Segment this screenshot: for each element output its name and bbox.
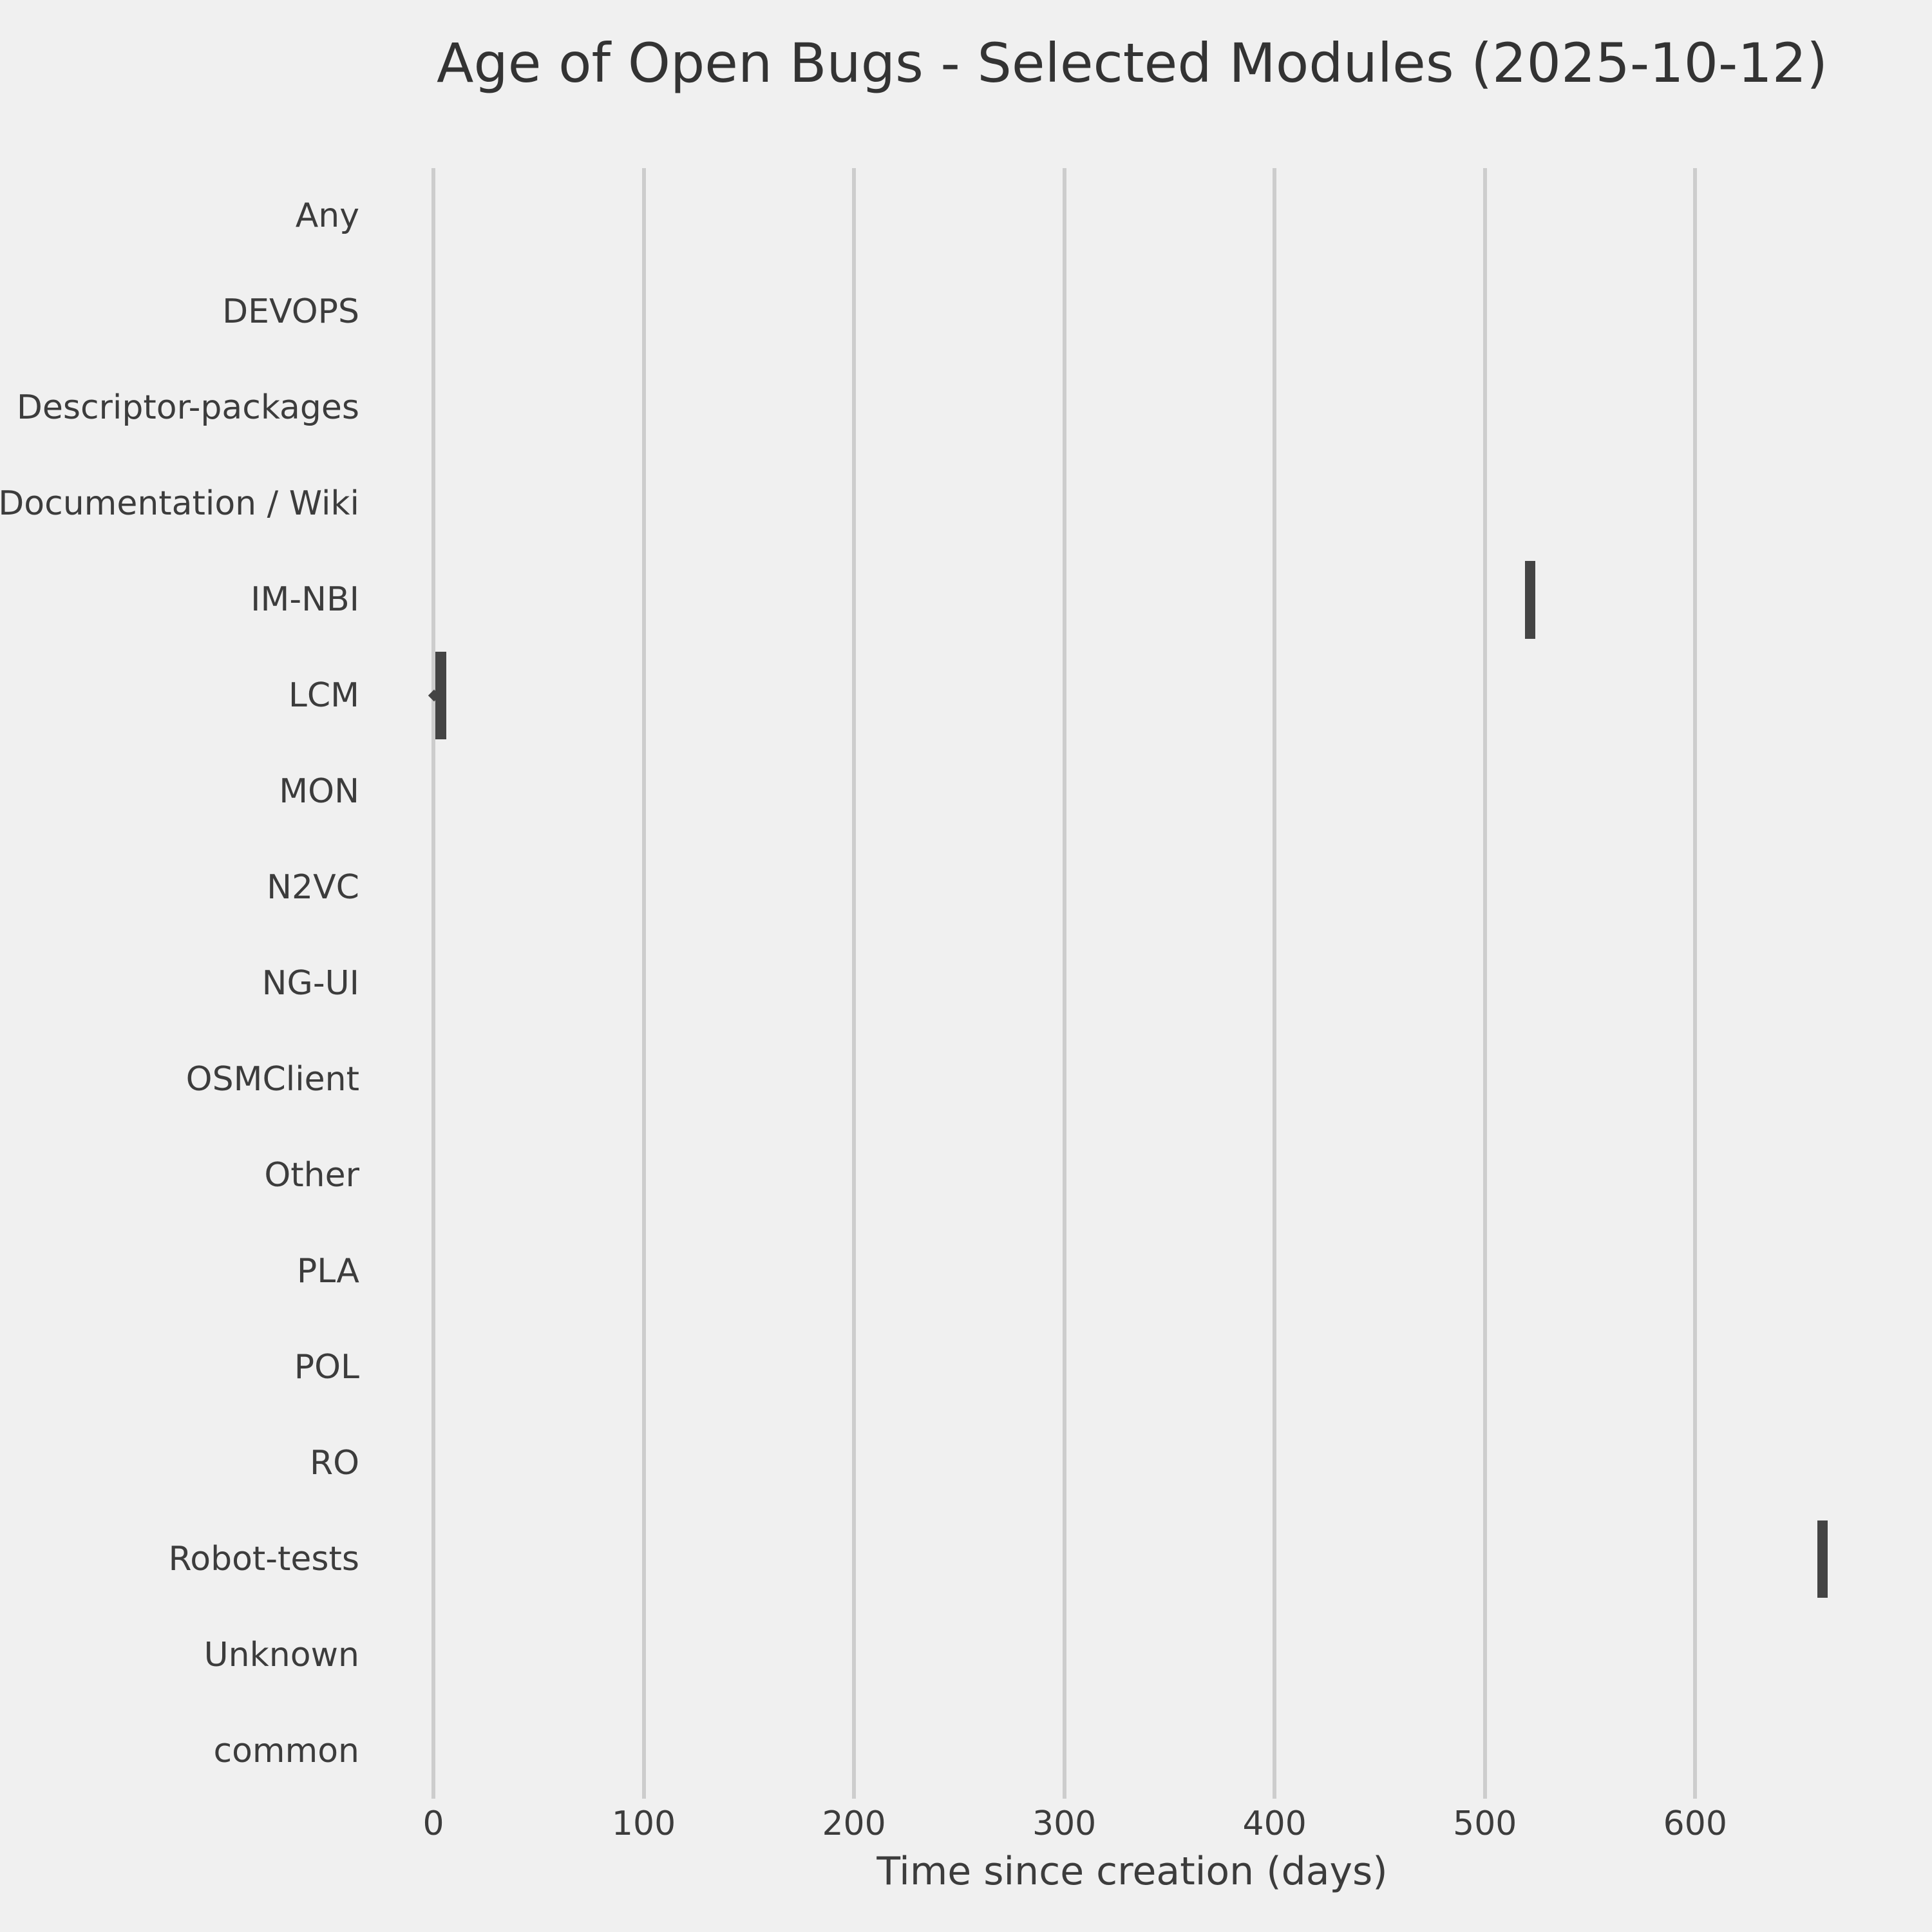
y-category-label: Descriptor-packages (16, 388, 359, 428)
x-tick-label-100: 100 (611, 1804, 676, 1843)
box-mark (1524, 560, 1536, 639)
y-category-label: DEVOPS (222, 292, 359, 332)
x-tick-label-0: 0 (422, 1804, 444, 1843)
gridline-x-300 (1062, 168, 1066, 1799)
y-category-label: Documentation / Wiki (0, 484, 359, 524)
x-axis-label: Time since creation (days) (876, 1849, 1388, 1894)
y-category-label: NG-UI (261, 964, 359, 1003)
x-tick-label-400: 400 (1242, 1804, 1307, 1843)
x-tick-label-200: 200 (822, 1804, 886, 1843)
gridline-x-600 (1693, 168, 1698, 1799)
chart-title: Age of Open Bugs - Selected Modules (202… (436, 32, 1828, 95)
y-category-label: RO (309, 1443, 359, 1482)
x-tick-label-300: 300 (1032, 1804, 1097, 1843)
gridline-x-200 (852, 168, 857, 1799)
box-mark (1817, 1520, 1828, 1598)
box-mark (435, 652, 446, 740)
y-category-label: LCM (288, 676, 359, 715)
x-tick-label-600: 600 (1663, 1804, 1727, 1843)
gridline-x-100 (641, 168, 646, 1799)
y-category-label: MON (279, 772, 359, 811)
gridline-x-0 (431, 168, 435, 1799)
y-category-label: IM-NBI (251, 580, 359, 620)
y-category-label: common (213, 1731, 359, 1770)
y-category-label: Unknown (204, 1635, 359, 1674)
y-category-label: POL (294, 1347, 359, 1387)
y-category-label: Robot-tests (168, 1539, 359, 1578)
gridline-x-500 (1482, 168, 1487, 1799)
y-category-label: PLA (296, 1251, 359, 1291)
x-tick-label-500: 500 (1453, 1804, 1517, 1843)
y-category-label: Other (264, 1155, 359, 1195)
y-category-label: OSMClient (185, 1059, 359, 1099)
gridline-x-400 (1273, 168, 1277, 1799)
y-category-label: Any (295, 196, 359, 236)
y-category-label: N2VC (267, 868, 359, 907)
